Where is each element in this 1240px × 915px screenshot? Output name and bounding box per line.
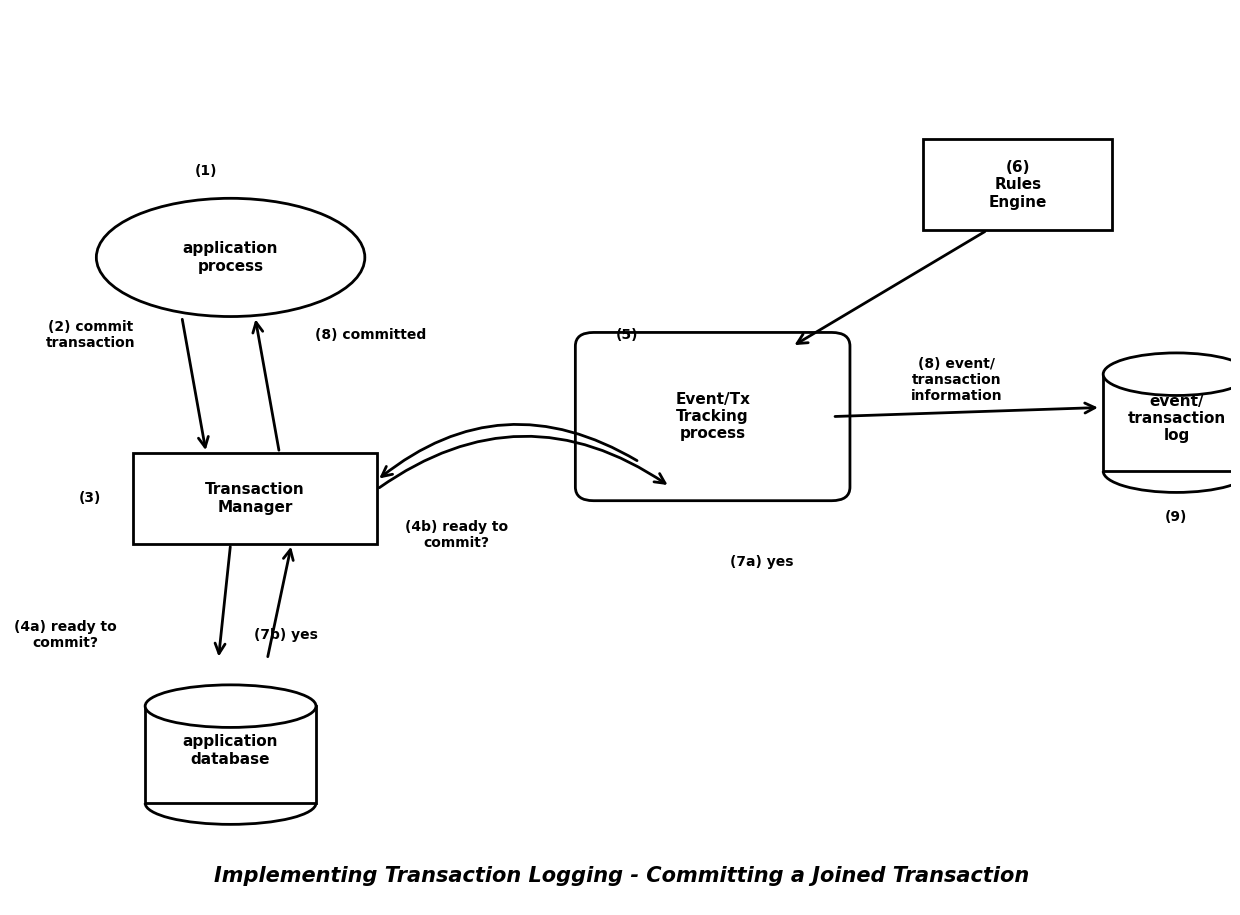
- Text: (3): (3): [79, 491, 102, 505]
- Text: (9): (9): [1166, 510, 1188, 523]
- Text: (5): (5): [616, 328, 639, 341]
- FancyBboxPatch shape: [133, 453, 377, 544]
- Text: event/
transaction
log: event/ transaction log: [1127, 393, 1225, 443]
- Text: (4a) ready to
commit?: (4a) ready to commit?: [15, 619, 118, 650]
- Ellipse shape: [145, 684, 316, 727]
- Text: (7a) yes: (7a) yes: [729, 555, 794, 569]
- Text: (7b) yes: (7b) yes: [253, 628, 317, 641]
- Text: Implementing Transaction Logging - Committing a Joined Transaction: Implementing Transaction Logging - Commi…: [213, 866, 1029, 886]
- Text: application
database: application database: [182, 734, 278, 767]
- Text: (8) committed: (8) committed: [315, 328, 427, 341]
- Text: (8) event/
transaction
information: (8) event/ transaction information: [911, 357, 1003, 404]
- Text: Event/Tx
Tracking
process: Event/Tx Tracking process: [675, 392, 750, 441]
- Text: (1): (1): [195, 164, 217, 178]
- Text: (2) commit
transaction: (2) commit transaction: [46, 319, 135, 350]
- Ellipse shape: [1104, 353, 1240, 395]
- Text: (4b) ready to
commit?: (4b) ready to commit?: [404, 520, 508, 550]
- Text: (6)
Rules
Engine: (6) Rules Engine: [988, 160, 1047, 210]
- FancyBboxPatch shape: [575, 332, 849, 501]
- Bar: [145, 706, 316, 803]
- FancyBboxPatch shape: [924, 139, 1112, 231]
- Ellipse shape: [97, 199, 365, 317]
- Text: application
process: application process: [182, 242, 278, 274]
- Bar: [1104, 374, 1240, 471]
- Text: Transaction
Manager: Transaction Manager: [205, 482, 305, 514]
